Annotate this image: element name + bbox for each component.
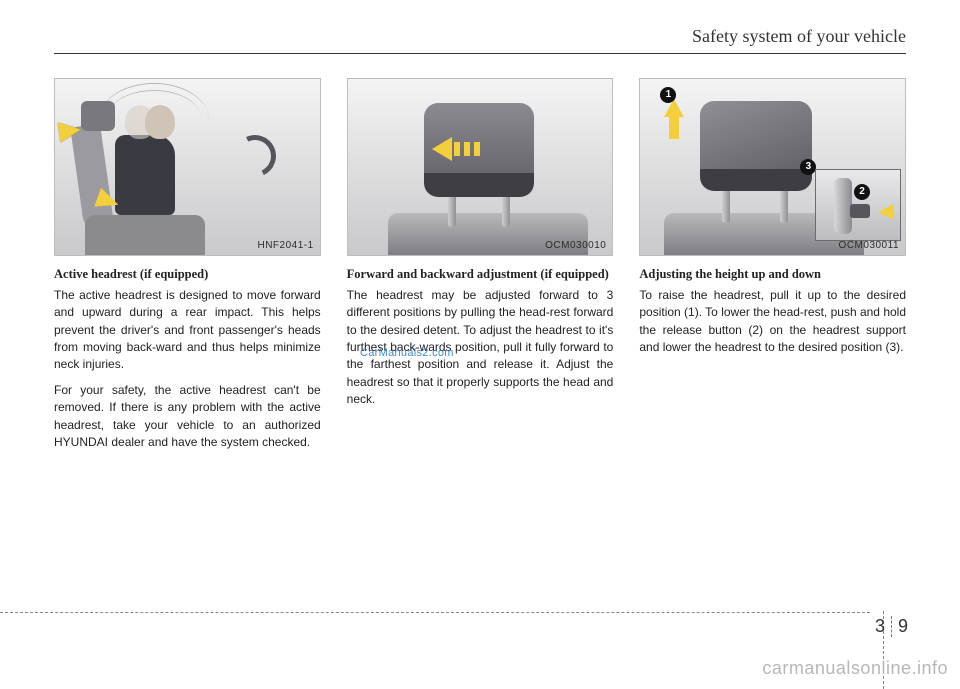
watermark-blue: CarManuals2.com [360, 347, 454, 359]
figure-label: OCM030011 [839, 240, 899, 251]
headrest-base-shape [424, 173, 534, 197]
seat-cushion-shape [85, 215, 205, 255]
column-3: 1 3 2 OCM030011 Adjusting the height up … [639, 78, 906, 459]
inset-release-button: 2 [815, 169, 901, 241]
inset-press-arrow-icon [878, 204, 894, 220]
occupant-head-after-shape [145, 105, 175, 139]
column-2-heading: Forward and backward adjustment (if equi… [347, 266, 614, 283]
figure-label: OCM030010 [545, 240, 606, 251]
inset-button-shape [850, 204, 870, 218]
steering-wheel-icon [228, 129, 282, 183]
column-2: OCM030010 Forward and backward adjustmen… [347, 78, 614, 459]
headrest-post-right-shape [780, 187, 788, 223]
column-1-paragraph-1: The active headrest is designed to move … [54, 287, 321, 374]
figure-label: HNF2041-1 [257, 240, 313, 251]
headrest-base-shape [700, 169, 812, 191]
occupant-torso-shape [115, 135, 175, 215]
dashed-bottom-rule [0, 612, 870, 613]
callout-3: 3 [800, 159, 816, 175]
impact-arrow-upper-icon [58, 120, 83, 143]
page-number: 3 9 [875, 616, 908, 637]
figure-active-headrest: HNF2041-1 [54, 78, 321, 256]
column-3-heading: Adjusting the height up and down [639, 266, 906, 283]
column-3-paragraph-1: To raise the headrest, pull it up to the… [639, 287, 906, 357]
page-header-title: Safety system of your vehicle [54, 26, 906, 47]
column-1: HNF2041-1 Active headrest (if equipped) … [54, 78, 321, 459]
figure-forward-backward: OCM030010 [347, 78, 614, 256]
page-number-value: 9 [898, 616, 908, 637]
header-rule [54, 53, 906, 54]
content-columns: HNF2041-1 Active headrest (if equipped) … [54, 78, 906, 459]
headrest-post-left-shape [722, 187, 730, 223]
section-number: 3 [875, 616, 892, 637]
column-1-heading: Active headrest (if equipped) [54, 266, 321, 283]
headrest-shape [81, 101, 115, 131]
up-arrow-icon [664, 99, 684, 143]
headrest-post-right-shape [502, 193, 510, 227]
column-1-paragraph-2: For your safety, the active headrest can… [54, 382, 321, 452]
callout-2: 2 [854, 184, 870, 200]
forward-steps-arrow-icon [432, 137, 488, 161]
headrest-post-left-shape [448, 193, 456, 227]
figure-height-adjust: 1 3 2 OCM030011 [639, 78, 906, 256]
site-watermark: carmanualsonline.info [762, 658, 948, 679]
